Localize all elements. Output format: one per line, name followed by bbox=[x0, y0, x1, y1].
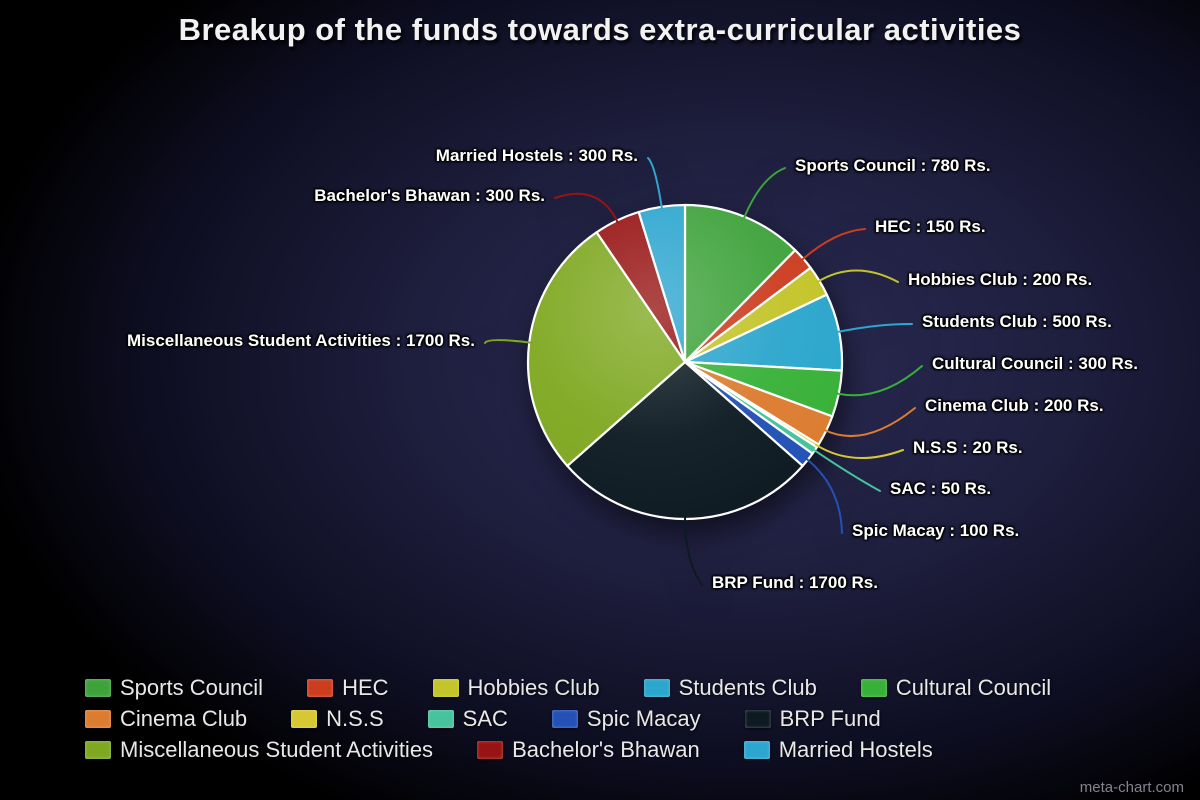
legend-row-1: Sports Council HEC Hobbies Club Students Cl… bbox=[85, 675, 1052, 701]
legend-label-cultural-council: Cultural Council bbox=[895, 675, 1052, 700]
watermark: meta-chart.com bbox=[1079, 779, 1184, 796]
slice-label-sac: SAC : 50 Rs. bbox=[890, 479, 992, 498]
legend-swatch-miscellaneous-student-activities bbox=[85, 741, 111, 759]
legend-item-sports-council: Sports Council bbox=[85, 675, 263, 701]
slice-label-miscellaneous-student-activities: Miscellaneous Student Activities : 1700 … bbox=[127, 331, 475, 350]
chart-title: Breakup of the funds towards extra-curri… bbox=[178, 12, 1022, 47]
legend-label-bachelor-s-bhawan: Bachelor's Bhawan bbox=[512, 737, 700, 762]
legend-item-sac: SAC bbox=[427, 706, 508, 732]
legend-row-3: Miscellaneous Student Activities Bachelor… bbox=[85, 737, 1051, 763]
slice-label-sports-council: Sports Council : 780 Rs. bbox=[795, 156, 991, 175]
pie-gloss-overlay bbox=[529, 206, 841, 518]
legend-item-spic-macay: Spic Macay bbox=[551, 706, 701, 732]
legend-item-hobbies-club: Hobbies Club bbox=[432, 675, 600, 701]
leader-line-sports-council bbox=[742, 167, 786, 220]
slice-label-married-hostels: Married Hostels : 300 Rs. bbox=[435, 146, 638, 165]
legend-swatch-cultural-council bbox=[860, 679, 887, 697]
legend-item-students-club: Students Club bbox=[643, 675, 817, 701]
legend-label-students-club: Students Club bbox=[678, 675, 817, 700]
legend-swatch-spic-macay bbox=[551, 710, 578, 728]
leader-line-students-club bbox=[836, 322, 913, 333]
legend-swatch-married-hostels bbox=[743, 741, 770, 759]
slice-label-brp-fund: BRP Fund : 1700 Rs. bbox=[712, 573, 878, 592]
leader-line-hobbies-club bbox=[816, 269, 899, 283]
legend-label-married-hostels: Married Hostels bbox=[778, 737, 933, 762]
legend-swatch-cinema-club bbox=[85, 710, 111, 728]
legend-swatch-brp-fund bbox=[744, 710, 771, 728]
legend-item-n-s-s: N.S.S bbox=[291, 706, 384, 732]
leader-line-spic-macay bbox=[805, 457, 843, 534]
legend-item-cinema-club: Cinema Club bbox=[85, 706, 247, 732]
legend-label-n-s-s: N.S.S bbox=[326, 706, 384, 731]
legend-swatch-bachelor-s-bhawan bbox=[477, 741, 504, 759]
leader-line-married-hostels bbox=[647, 157, 663, 210]
slice-label-hobbies-club: Hobbies Club : 200 Rs. bbox=[908, 270, 1093, 289]
legend-label-miscellaneous-student-activities: Miscellaneous Student Activities bbox=[120, 737, 434, 762]
leader-line-bachelor-s-bhawan bbox=[554, 192, 619, 224]
legend-label-brp-fund: BRP Fund bbox=[779, 706, 881, 731]
legend-label-spic-macay: Spic Macay bbox=[586, 706, 701, 731]
legend-label-hec: HEC bbox=[342, 675, 389, 700]
slice-label-students-club: Students Club : 500 Rs. bbox=[922, 312, 1112, 331]
legend-item-married-hostels: Married Hostels bbox=[743, 737, 933, 763]
leader-line-n-s-s bbox=[815, 443, 904, 459]
slice-label-cultural-council: Cultural Council : 300 Rs. bbox=[932, 354, 1138, 373]
leader-line-hec bbox=[800, 228, 866, 261]
legend-item-miscellaneous-student-activities: Miscellaneous Student Activities bbox=[85, 737, 433, 763]
leader-line-cultural-council bbox=[835, 365, 923, 397]
leader-line-cinema-club bbox=[823, 407, 916, 437]
legend-swatch-hec bbox=[307, 679, 334, 697]
leader-line-miscellaneous-student-activities bbox=[484, 339, 533, 344]
slice-label-bachelor-s-bhawan: Bachelor's Bhawan : 300 Rs. bbox=[314, 186, 545, 205]
slice-label-hec: HEC : 150 Rs. bbox=[875, 217, 986, 236]
legend-swatch-sac bbox=[427, 710, 454, 728]
leader-line-sac bbox=[812, 448, 881, 492]
legend-item-cultural-council: Cultural Council bbox=[860, 675, 1052, 701]
legend-label-sports-council: Sports Council bbox=[120, 675, 264, 700]
slice-label-spic-macay: Spic Macay : 100 Rs. bbox=[852, 521, 1020, 540]
legend-label-sac: SAC bbox=[462, 706, 508, 731]
leader-line-brp-fund bbox=[684, 516, 703, 586]
legend-item-brp-fund: BRP Fund bbox=[744, 706, 881, 732]
slice-label-cinema-club: Cinema Club : 200 Rs. bbox=[925, 396, 1104, 415]
legend-item-hec: HEC bbox=[307, 675, 389, 701]
legend-swatch-n-s-s bbox=[291, 710, 318, 728]
legend-label-cinema-club: Cinema Club bbox=[120, 706, 248, 731]
legend: Sports Council HEC Hobbies Club Students Cl… bbox=[85, 675, 1052, 763]
legend-swatch-hobbies-club bbox=[432, 679, 459, 697]
legend-swatch-sports-council bbox=[85, 679, 111, 697]
slice-label-n-s-s: N.S.S : 20 Rs. bbox=[913, 438, 1023, 457]
legend-row-2: Cinema Club N.S.S SAC Spic Macay BRP Fund bbox=[85, 706, 1051, 732]
legend-label-hobbies-club: Hobbies Club bbox=[467, 675, 600, 700]
legend-item-bachelor-s-bhawan: Bachelor's Bhawan bbox=[477, 737, 700, 763]
legend-swatch-students-club bbox=[643, 679, 670, 697]
